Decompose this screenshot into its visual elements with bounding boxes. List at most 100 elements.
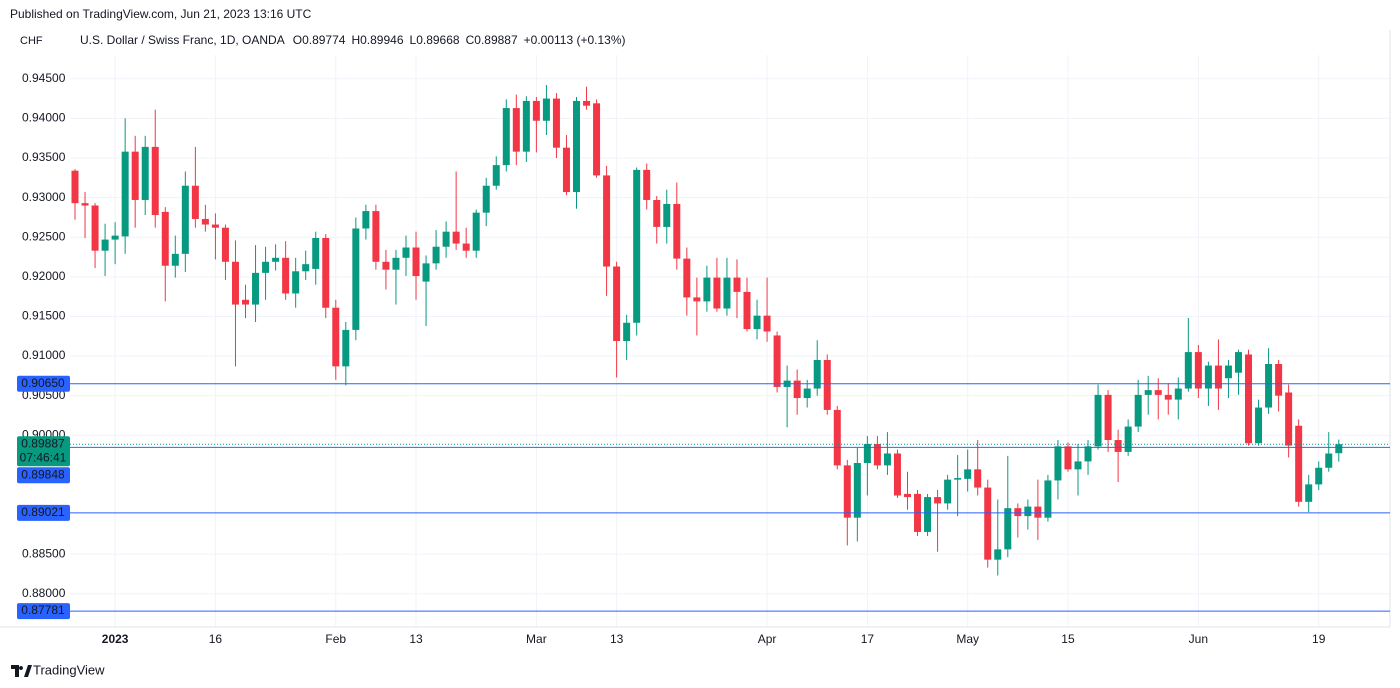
candle-body <box>141 146 149 200</box>
candle-body <box>773 335 781 387</box>
candle-body <box>793 380 801 399</box>
x-tick-label: Mar <box>526 632 547 646</box>
candle-body <box>221 227 229 262</box>
candle-body <box>512 108 520 152</box>
candle-body <box>693 297 701 302</box>
ohlc-key: H <box>351 33 360 47</box>
candle-body <box>1094 394 1102 447</box>
candle-body <box>603 175 611 267</box>
ohlc-value: 0.89668 <box>416 33 460 47</box>
x-tick-label: May <box>956 632 979 646</box>
candle-body <box>1285 392 1293 446</box>
candle-body <box>1234 352 1242 373</box>
candle-body <box>1124 426 1132 452</box>
price-line-box <box>17 504 70 521</box>
candle-body <box>753 315 761 330</box>
candle-body <box>573 100 580 193</box>
candle-body <box>462 243 470 251</box>
y-tick-label: 0.92000 <box>22 269 66 283</box>
candle-body <box>492 165 500 186</box>
candle-body <box>402 247 410 258</box>
x-tick-label: 13 <box>610 632 624 646</box>
candle-body <box>532 100 540 121</box>
candle-body <box>954 478 962 480</box>
y-tick-label: 0.93500 <box>22 150 66 164</box>
candle-body <box>1014 508 1022 517</box>
candle-body <box>352 228 360 330</box>
x-tick-label: 16 <box>209 632 223 646</box>
candle-body <box>1194 352 1202 389</box>
candle-body <box>372 211 380 262</box>
candle-body <box>522 100 530 152</box>
last-price-box <box>17 436 70 467</box>
y-tick-label: 0.94500 <box>22 71 66 85</box>
candle-body <box>843 465 851 518</box>
candle-body <box>1325 453 1333 468</box>
candle-body <box>944 479 952 504</box>
x-tick-label: Jun <box>1189 632 1208 646</box>
countdown-label: 07:46:41 <box>20 450 67 464</box>
candle-body <box>252 272 260 305</box>
price-line-box <box>17 375 70 392</box>
candle-body <box>1084 446 1092 462</box>
candle-body <box>1275 363 1283 396</box>
candle-body <box>1054 446 1062 481</box>
ohlc-key: C <box>466 33 475 47</box>
candle-body <box>392 257 400 270</box>
candle-body <box>893 453 901 496</box>
candle-body <box>1134 394 1142 427</box>
candle-body <box>1164 394 1172 400</box>
candle-body <box>733 277 741 292</box>
candle-body <box>1214 365 1222 389</box>
tradingview-logo <box>11 665 32 677</box>
candle-body <box>342 329 350 367</box>
candle-body <box>1064 446 1072 470</box>
candle-body <box>803 388 811 399</box>
candle-body <box>713 277 721 309</box>
x-tick-label: 15 <box>1061 632 1075 646</box>
candle-body <box>262 261 270 273</box>
ohlc-value: 0.89946 <box>360 33 404 47</box>
change-label: +0.00113 (+0.13%) <box>524 33 626 47</box>
price-line-label: 0.90650 <box>21 376 65 390</box>
y-tick-label: 0.94000 <box>22 111 66 125</box>
x-tick-label: 2023 <box>102 632 129 646</box>
candle-body <box>292 271 300 294</box>
candle-body <box>1245 354 1253 444</box>
candle-body <box>1265 363 1273 408</box>
price-line-label: 0.89021 <box>21 505 65 519</box>
candle-body <box>422 263 430 282</box>
currency-label: CHF <box>20 35 43 47</box>
candle-body <box>1104 394 1112 441</box>
candle-body <box>673 203 681 259</box>
candle-body <box>1004 508 1012 550</box>
candle-body <box>191 185 199 219</box>
candle-body <box>412 247 420 277</box>
candle-body <box>743 291 751 330</box>
candle-body <box>312 238 320 269</box>
y-tick-label: 0.91500 <box>22 309 66 323</box>
candle-body <box>452 231 460 244</box>
candle-body <box>502 108 510 166</box>
ohlc-value: 0.89774 <box>302 33 346 47</box>
y-tick-label: 0.88500 <box>22 546 66 560</box>
candle-body <box>1255 407 1263 444</box>
candle-body <box>552 98 560 148</box>
candle-body <box>643 169 651 200</box>
y-tick-label: 0.91000 <box>22 348 66 362</box>
candle-body <box>593 103 601 176</box>
price-line-box <box>17 467 70 484</box>
candle-body <box>151 146 159 216</box>
candle-body <box>974 469 982 488</box>
candle-body <box>181 185 189 254</box>
candle-body <box>863 443 871 464</box>
candle-body <box>472 212 480 251</box>
candle-body <box>723 277 731 309</box>
ohlc-key: L <box>410 33 417 47</box>
x-tick-label: 13 <box>409 632 423 646</box>
candle-body <box>613 266 621 341</box>
candle-body <box>583 100 591 106</box>
candle-body <box>984 487 992 560</box>
candle-body <box>1204 365 1212 389</box>
